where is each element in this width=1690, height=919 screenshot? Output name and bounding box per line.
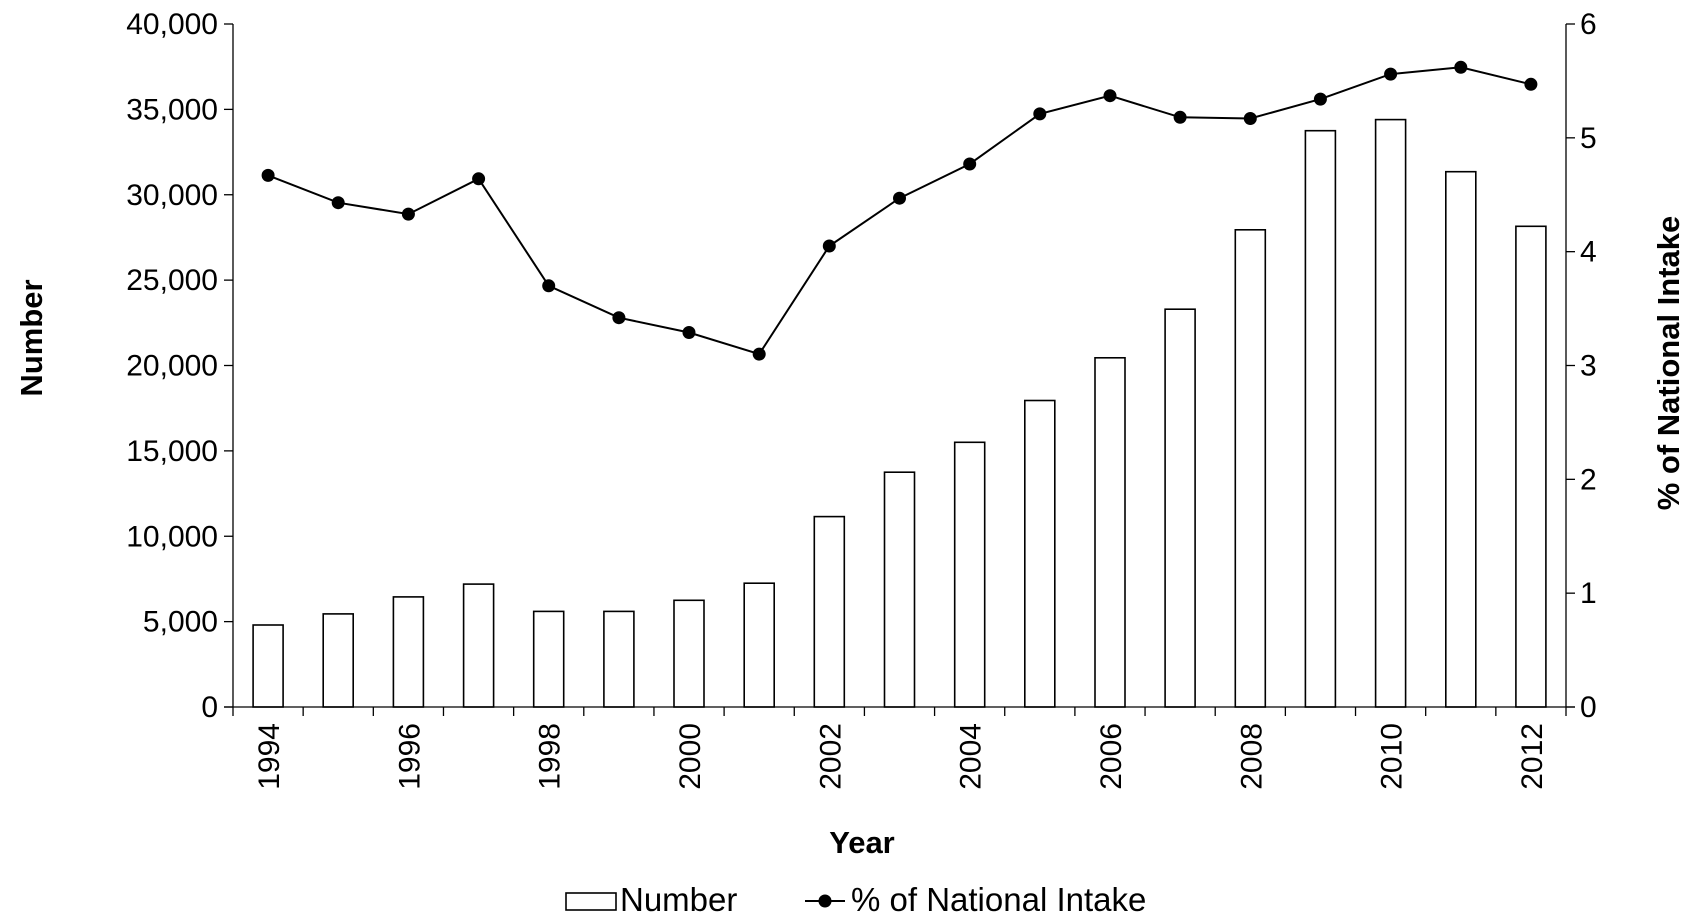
bar-2000: [673, 599, 705, 708]
bar-2003: [883, 471, 916, 708]
line-series-group: [261, 60, 1538, 361]
y-right-tick-label: 0: [1580, 691, 1597, 724]
x-tick-label: 2010: [1376, 723, 1409, 790]
bar-2009: [1304, 129, 1337, 708]
intake-point-2012: [1524, 77, 1538, 91]
bar-1997: [462, 583, 495, 708]
y-left-tick-label: 5,000: [143, 606, 218, 639]
x-tick-label: 2002: [814, 723, 847, 790]
y-left-tick-label: 15,000: [126, 435, 218, 468]
bar-1998: [532, 610, 565, 708]
intake-point-2009: [1313, 92, 1327, 106]
bar-2007: [1164, 308, 1196, 708]
intake-point-2006: [1103, 89, 1117, 103]
bar-2001: [743, 582, 776, 708]
intake-point-2001: [752, 347, 766, 361]
intake-point-2007: [1173, 110, 1187, 124]
bar-2005: [1024, 399, 1056, 708]
y-left-tick-label: 30,000: [126, 179, 218, 212]
y-right-tick-label: 5: [1580, 122, 1597, 155]
y-left-tick-label: 10,000: [126, 520, 218, 553]
intake-point-2000: [682, 326, 696, 339]
y-right-tick-label: 3: [1580, 350, 1597, 383]
legend-intake-marker: [818, 894, 832, 908]
intake-point-1995: [331, 196, 345, 210]
intake-point-1997: [472, 172, 486, 186]
intake-point-2010: [1384, 67, 1398, 81]
legend-number-swatch: [565, 892, 617, 911]
intake-point-1998: [542, 279, 556, 293]
y-right-tick-label: 4: [1580, 236, 1597, 269]
intake-point-2005: [1033, 107, 1047, 121]
bar-2011: [1445, 170, 1477, 708]
x-tick-label: 1996: [393, 723, 426, 790]
y-left-tick-label: 0: [201, 691, 218, 724]
intake-line: [267, 66, 1532, 356]
bar-2006: [1094, 356, 1126, 708]
bar-2008: [1234, 229, 1267, 708]
intake-point-2008: [1243, 112, 1257, 125]
bar-1999: [603, 610, 635, 708]
x-tick-label: 1994: [253, 723, 286, 790]
x-tick-label: 2012: [1516, 723, 1549, 790]
intake-point-1994: [261, 168, 275, 182]
axes-group: 0 5,000 10,000 15,000 20,000 25,000 30,000 35,0…: [126, 8, 1596, 790]
bar-1996: [392, 596, 425, 708]
intake-point-2011: [1454, 60, 1468, 74]
bar-2004: [953, 441, 986, 708]
y-left-tick-label: 25,000: [126, 264, 218, 297]
intake-point-1996: [401, 207, 415, 221]
legend: Number % of National Intake: [565, 881, 1146, 918]
bar-2002: [813, 515, 846, 708]
bar-1995: [322, 613, 355, 708]
x-axis-title: Year: [829, 825, 895, 860]
y-right-tick-label: 2: [1580, 463, 1597, 496]
x-tick-label: 2004: [955, 723, 988, 790]
intake-point-2003: [893, 191, 906, 205]
y-axis-right-title: % of National Intake: [1651, 216, 1686, 511]
legend-number-label: Number: [620, 881, 737, 918]
y-right-tick-label: 6: [1580, 8, 1597, 41]
x-tick-label: 2008: [1235, 723, 1268, 790]
y-axis-left-title: Number: [14, 279, 49, 396]
intake-point-2002: [822, 239, 836, 253]
y-right-tick-label: 1: [1580, 577, 1597, 610]
x-tick-label: 2006: [1095, 723, 1128, 790]
legend-intake-label: % of National Intake: [851, 881, 1146, 918]
y-left-tick-label: 35,000: [126, 93, 218, 126]
bars-group: [252, 118, 1547, 708]
y-left-tick-label: 20,000: [126, 350, 218, 383]
bar-1994: [252, 624, 284, 708]
y-left-tick-label: 40,000: [126, 8, 218, 41]
intake-point-1999: [612, 311, 626, 325]
bar-2012: [1515, 225, 1547, 708]
x-tick-label: 1998: [534, 723, 567, 790]
intake-point-2004: [963, 157, 977, 171]
x-tick-label: 2000: [674, 723, 707, 790]
bar-2010: [1374, 118, 1407, 708]
